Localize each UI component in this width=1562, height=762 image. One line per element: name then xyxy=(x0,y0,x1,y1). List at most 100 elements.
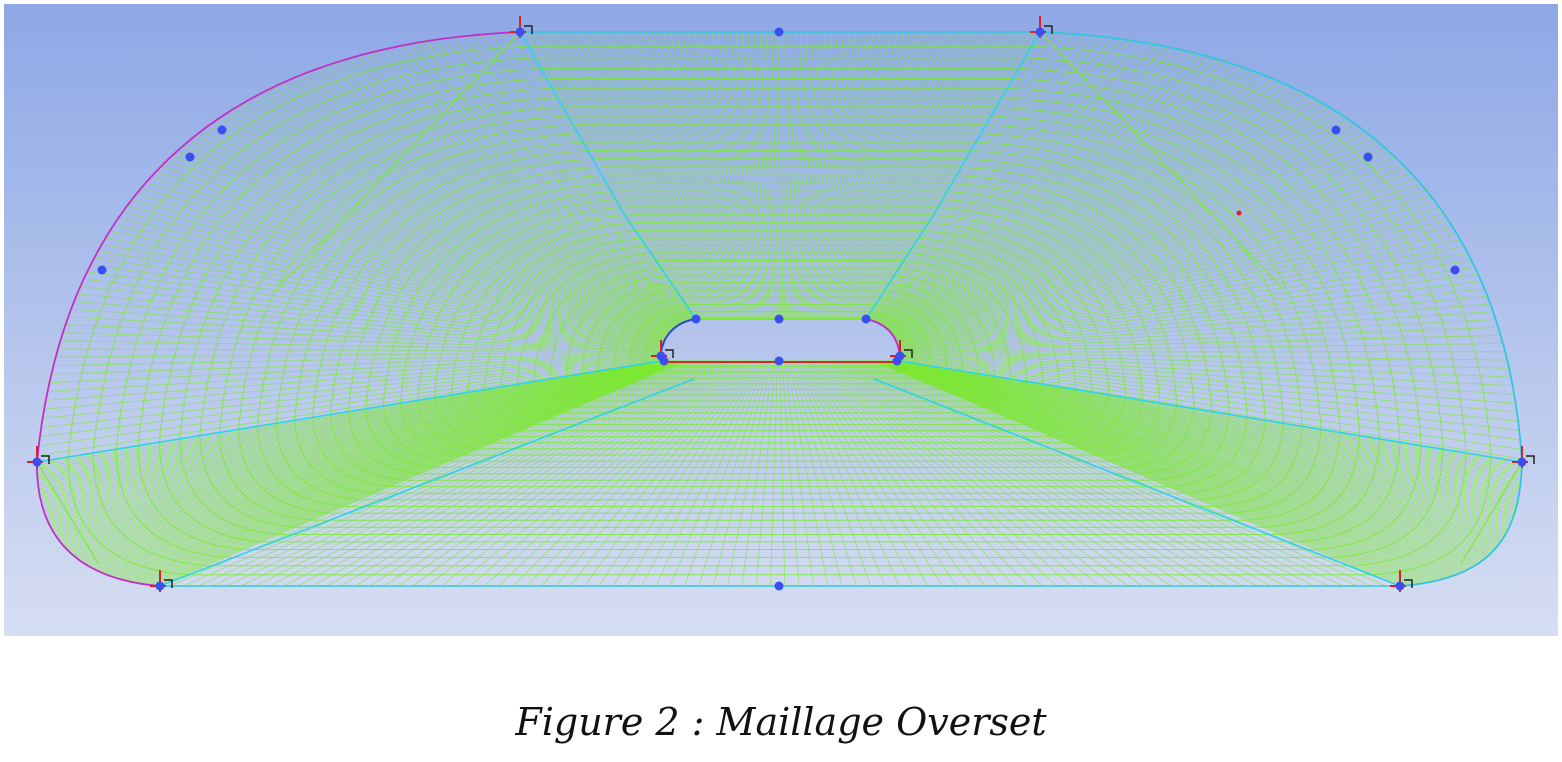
mesh-spoke xyxy=(155,171,668,336)
mesh-spoke xyxy=(848,31,989,320)
mesh-spoke xyxy=(899,356,1518,413)
mesh-spoke xyxy=(849,360,1243,587)
mesh-spoke xyxy=(898,311,1494,350)
blue-vertex-dot xyxy=(774,27,784,37)
mesh-spoke xyxy=(864,31,1037,320)
mesh-spoke xyxy=(741,360,774,587)
mesh-spoke xyxy=(434,39,690,321)
mesh-spoke xyxy=(789,31,809,320)
mesh-spoke xyxy=(869,34,1084,321)
mesh-spoke xyxy=(41,357,661,428)
mesh-spoke xyxy=(805,360,957,587)
mesh-spoke xyxy=(874,44,1159,322)
mesh-spoke xyxy=(895,220,1449,341)
mesh-spoke xyxy=(840,31,965,320)
mesh-spoke xyxy=(783,31,791,320)
mesh-spoke xyxy=(899,359,1522,450)
mesh-spoke xyxy=(373,51,685,323)
mesh-spoke xyxy=(90,264,664,345)
mesh-spoke xyxy=(865,360,1343,587)
mesh-spoke xyxy=(39,358,661,438)
mesh-spoke xyxy=(892,156,1396,335)
mesh-spoke xyxy=(41,360,666,505)
mesh-spoke xyxy=(461,36,692,321)
mesh-spoke xyxy=(891,151,1391,335)
mesh-spoke xyxy=(407,44,688,322)
mesh-spoke xyxy=(896,239,1461,343)
mesh-spoke xyxy=(876,48,1176,323)
mesh-spoke xyxy=(898,360,1522,474)
mesh-spoke xyxy=(381,49,686,323)
mesh-spoke xyxy=(183,145,670,334)
mesh-spoke xyxy=(894,360,1518,503)
mesh-spoke xyxy=(612,360,754,587)
mesh-spoke xyxy=(425,41,689,321)
mesh-spoke xyxy=(856,360,1286,587)
mesh-spoke xyxy=(206,126,672,332)
blue-vertex-dot xyxy=(185,152,195,162)
mesh-spoke xyxy=(894,360,1518,501)
block-subedge xyxy=(36,461,100,565)
mesh-spoke xyxy=(799,360,914,587)
corner-bracket-marker xyxy=(1044,25,1053,34)
mesh-spoke xyxy=(627,31,732,320)
mesh-spoke xyxy=(899,354,1513,386)
mesh-spoke xyxy=(37,360,663,481)
mesh-spoke xyxy=(171,155,669,335)
mesh-spoke xyxy=(899,357,1519,422)
mesh-spoke xyxy=(136,193,667,338)
mesh-spoke xyxy=(852,31,1001,320)
mesh-spoke xyxy=(866,32,1054,320)
mesh-spoke xyxy=(898,319,1496,350)
mesh-spoke xyxy=(188,140,671,333)
mesh-spoke xyxy=(301,74,680,326)
mesh-spoke xyxy=(790,360,857,587)
mesh-spoke xyxy=(512,360,739,587)
mesh-spoke xyxy=(729,31,766,320)
mesh-spoke xyxy=(887,106,1330,330)
mesh-spoke xyxy=(894,360,1517,508)
mesh-spoke xyxy=(627,360,756,587)
mesh-spoke xyxy=(844,31,977,320)
mesh-spoke xyxy=(879,58,1219,325)
mesh-spoke xyxy=(816,360,1029,587)
mesh-spoke xyxy=(113,224,665,341)
mesh-spoke xyxy=(194,135,671,333)
mesh-spoke xyxy=(681,31,750,320)
mesh-spoke xyxy=(891,142,1379,334)
mesh-spoke xyxy=(753,31,773,320)
mesh-spoke xyxy=(823,31,911,320)
mesh-spoke xyxy=(893,360,1516,510)
mesh-spoke xyxy=(801,31,845,320)
mesh-spoke xyxy=(340,60,683,324)
mesh-spoke xyxy=(899,353,1511,378)
corner-bracket-marker xyxy=(524,25,533,34)
mesh-spoke xyxy=(885,91,1303,329)
mesh-spoke xyxy=(287,80,679,326)
mesh-spoke xyxy=(898,288,1485,348)
mesh-spoke xyxy=(74,301,663,348)
mesh-spoke xyxy=(891,360,1512,523)
mesh-spoke xyxy=(838,31,959,320)
mesh-spoke xyxy=(126,205,666,340)
mesh-spoke xyxy=(797,31,833,320)
mesh-spoke xyxy=(47,354,661,392)
mesh-spoke xyxy=(655,360,761,587)
mesh-spoke xyxy=(846,31,983,320)
mesh-spoke xyxy=(874,43,1150,322)
mesh-spoke xyxy=(875,46,1168,323)
mesh-spoke xyxy=(62,332,662,351)
mesh-spoke xyxy=(705,31,758,320)
mesh-spoke xyxy=(865,31,1044,320)
mesh-spoke xyxy=(899,358,1520,431)
mesh-spoke xyxy=(40,360,666,498)
mesh-spoke xyxy=(49,354,661,384)
mesh-spoke xyxy=(827,31,923,320)
mesh-spoke xyxy=(881,66,1243,326)
mesh-spoke xyxy=(812,360,1000,587)
mesh-spoke xyxy=(854,31,1007,320)
mesh-spoke xyxy=(255,360,699,587)
mesh-spoke xyxy=(317,68,681,325)
mesh-spoke xyxy=(41,360,666,503)
mesh-spoke xyxy=(657,31,742,320)
